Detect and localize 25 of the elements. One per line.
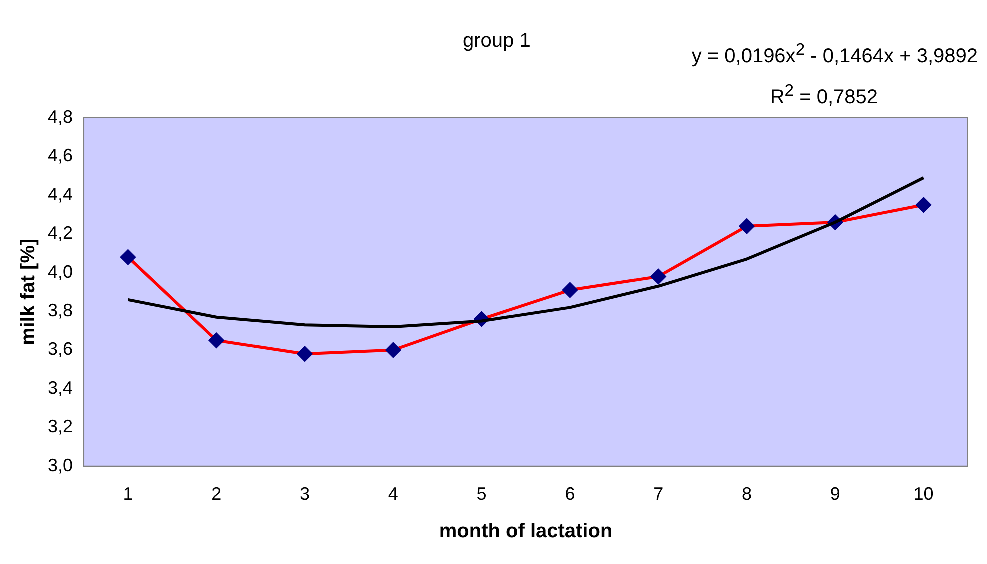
x-tick-label: 8 — [742, 484, 752, 504]
y-axis-title: milk fat [%] — [18, 238, 40, 346]
x-tick-label: 10 — [914, 484, 934, 504]
x-tick-label: 7 — [654, 484, 664, 504]
x-tick-label: 9 — [830, 484, 840, 504]
x-axis-title: month of lactation — [439, 520, 613, 543]
x-tick-label: 5 — [476, 484, 487, 504]
y-tick-label: 3,4 — [48, 378, 74, 398]
x-tick-label: 3 — [300, 484, 310, 504]
x-tick-label: 1 — [123, 484, 134, 504]
x-tick-label: 4 — [388, 484, 398, 504]
y-tick-label: 4,8 — [48, 106, 74, 127]
text: y = 0,0196x$^{2}$ - 0,1464x + 3,9892 — [692, 39, 978, 70]
x-tick-label: 2 — [212, 484, 222, 504]
y-tick-label: 4,2 — [48, 223, 74, 244]
y-tick-label: 3,2 — [48, 416, 74, 437]
text: R$^{2}$ = 0,7852 — [769, 80, 879, 110]
y-tick-label: 3,8 — [48, 300, 74, 321]
y-tick-label: 4,0 — [48, 262, 74, 282]
chart-title: group 1 — [463, 30, 531, 53]
y-tick-label: 3,6 — [48, 339, 74, 360]
y-tick-label: 3,0 — [48, 455, 74, 476]
y-tick-label: 4,4 — [48, 184, 74, 204]
x-tick-label: 6 — [565, 484, 576, 504]
y-tick-label: 4,6 — [48, 146, 74, 166]
